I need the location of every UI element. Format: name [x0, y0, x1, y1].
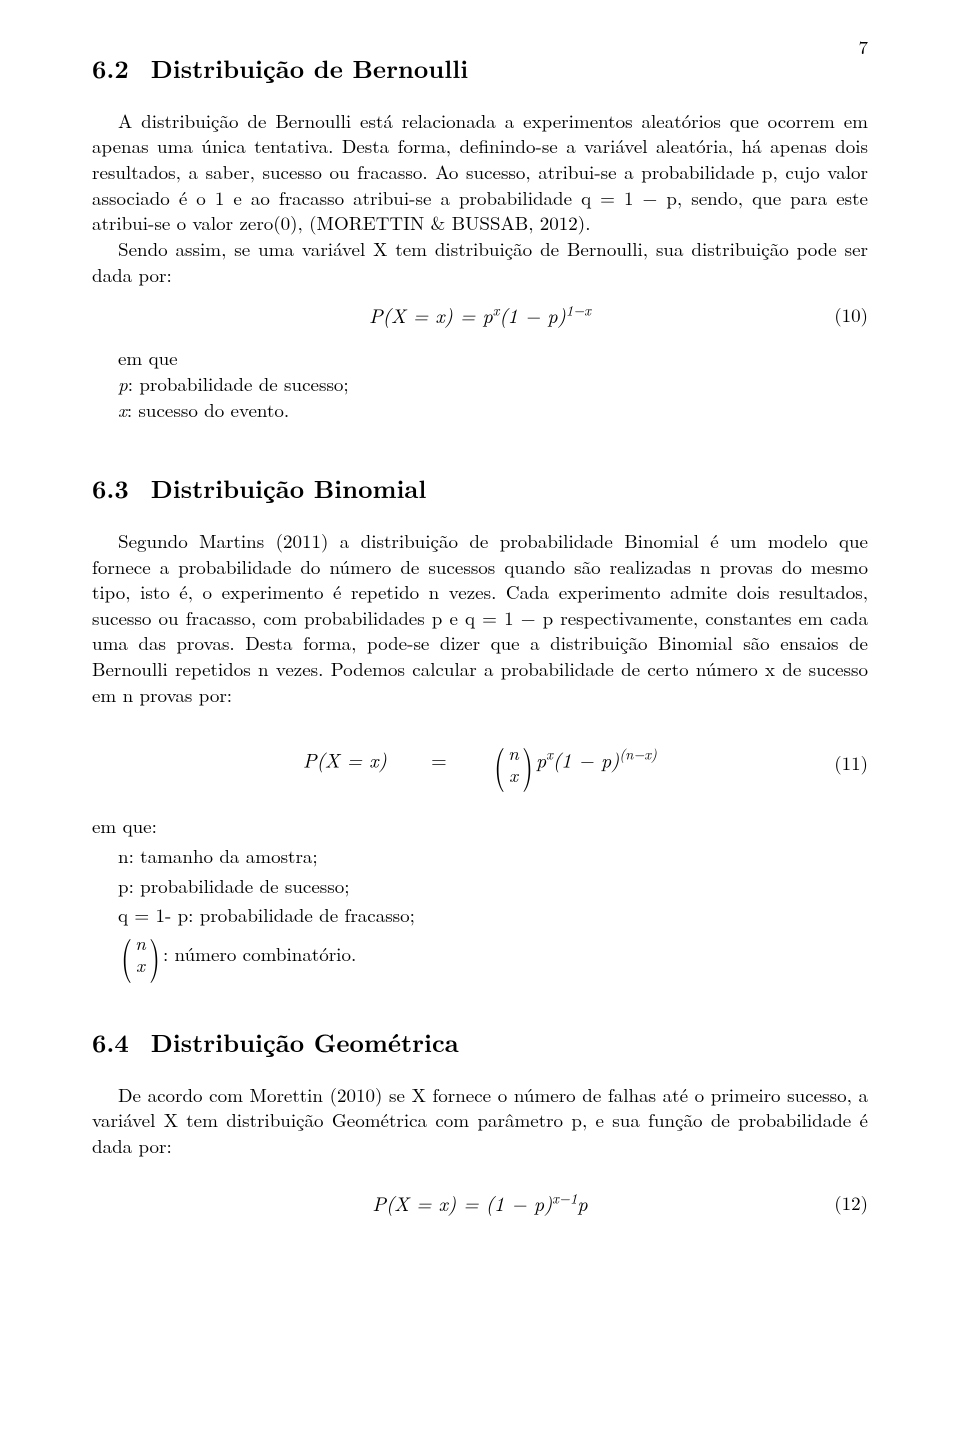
equation-number: (11) [834, 751, 868, 777]
paragraph: De acordo com Morettin (2010) se X forne… [92, 1082, 868, 1159]
eq-token: P(X = x) = p [369, 300, 493, 329]
eq-token: p [536, 745, 546, 774]
definition-line: (nx) : número combinatório. [118, 932, 868, 976]
equation-11: P(X = x) = (nx) px(1 − p)(n−x) (11) [92, 741, 868, 785]
definition-line: pp: probabilidade de sucesso;: probabili… [118, 371, 868, 397]
definition-line: em que [118, 345, 868, 371]
eq-token: (1 − p) [499, 300, 565, 329]
eq-exponent: x−1 [552, 1188, 577, 1208]
equation-number: (12) [834, 1190, 868, 1216]
equation-12: P(X = x) = (1 − p)x−1p (12) [92, 1193, 868, 1213]
page-number: 7 [858, 34, 868, 60]
binom-inline: (nx) [118, 932, 163, 976]
eq-exponent: x [546, 745, 553, 765]
definition-line: x: sucesso do evento. [118, 397, 868, 423]
section-heading-6-4: 6.4 Distribuição Geométrica [92, 1026, 868, 1060]
eq-token: P(X = x) [303, 745, 387, 774]
eq-token: p [577, 1188, 587, 1217]
section-number: 6.2 [92, 51, 129, 86]
binom-inline: (nx) [491, 741, 536, 785]
section-number: 6.4 [92, 1025, 129, 1060]
section-title: Distribuição Binomial [151, 471, 427, 506]
section-heading-6-3: 6.3 Distribuição Binomial [92, 472, 868, 506]
section-heading-6-2: 6.2 Distribuição de Bernoulli [92, 52, 868, 86]
section-title: Distribuição de Bernoulli [151, 51, 468, 86]
eq-token: P(X = x) = (1 − p) [372, 1188, 552, 1217]
paragraph: Sendo assim, se uma variável X tem distr… [92, 236, 868, 287]
definition-line: p: probabilidade de sucesso; [118, 873, 868, 899]
definition-list: em que pp: probabilidade de sucesso;: pr… [118, 345, 868, 422]
page: 7 6.2 Distribuição de Bernoulli A distrib… [0, 0, 960, 1273]
eq-token: = [431, 745, 447, 774]
eq-exponent: (n−x) [619, 745, 657, 765]
paragraph: Segundo Martins (2011) a distribuição de… [92, 528, 868, 707]
definition-text: : número combinatório. [163, 941, 356, 967]
equation-number: (10) [834, 302, 868, 328]
equation-10: P(X = x) = px(1 − p)1−x (10) [92, 305, 868, 325]
definition-line: n: tamanho da amostra; [118, 843, 868, 869]
definition-line: q = 1- p: probabilidade de fracasso; [118, 902, 868, 928]
definition-line: em que: [92, 813, 868, 839]
eq-exponent: 1−x [566, 301, 591, 321]
section-title: Distribuição Geométrica [151, 1025, 459, 1060]
eq-token: (1 − p) [553, 745, 619, 774]
definition-list: em que: n: tamanho da amostra; p: probab… [92, 813, 868, 976]
paragraph: A distribuição de Bernoulli está relacio… [92, 108, 868, 236]
section-number: 6.3 [92, 471, 129, 506]
